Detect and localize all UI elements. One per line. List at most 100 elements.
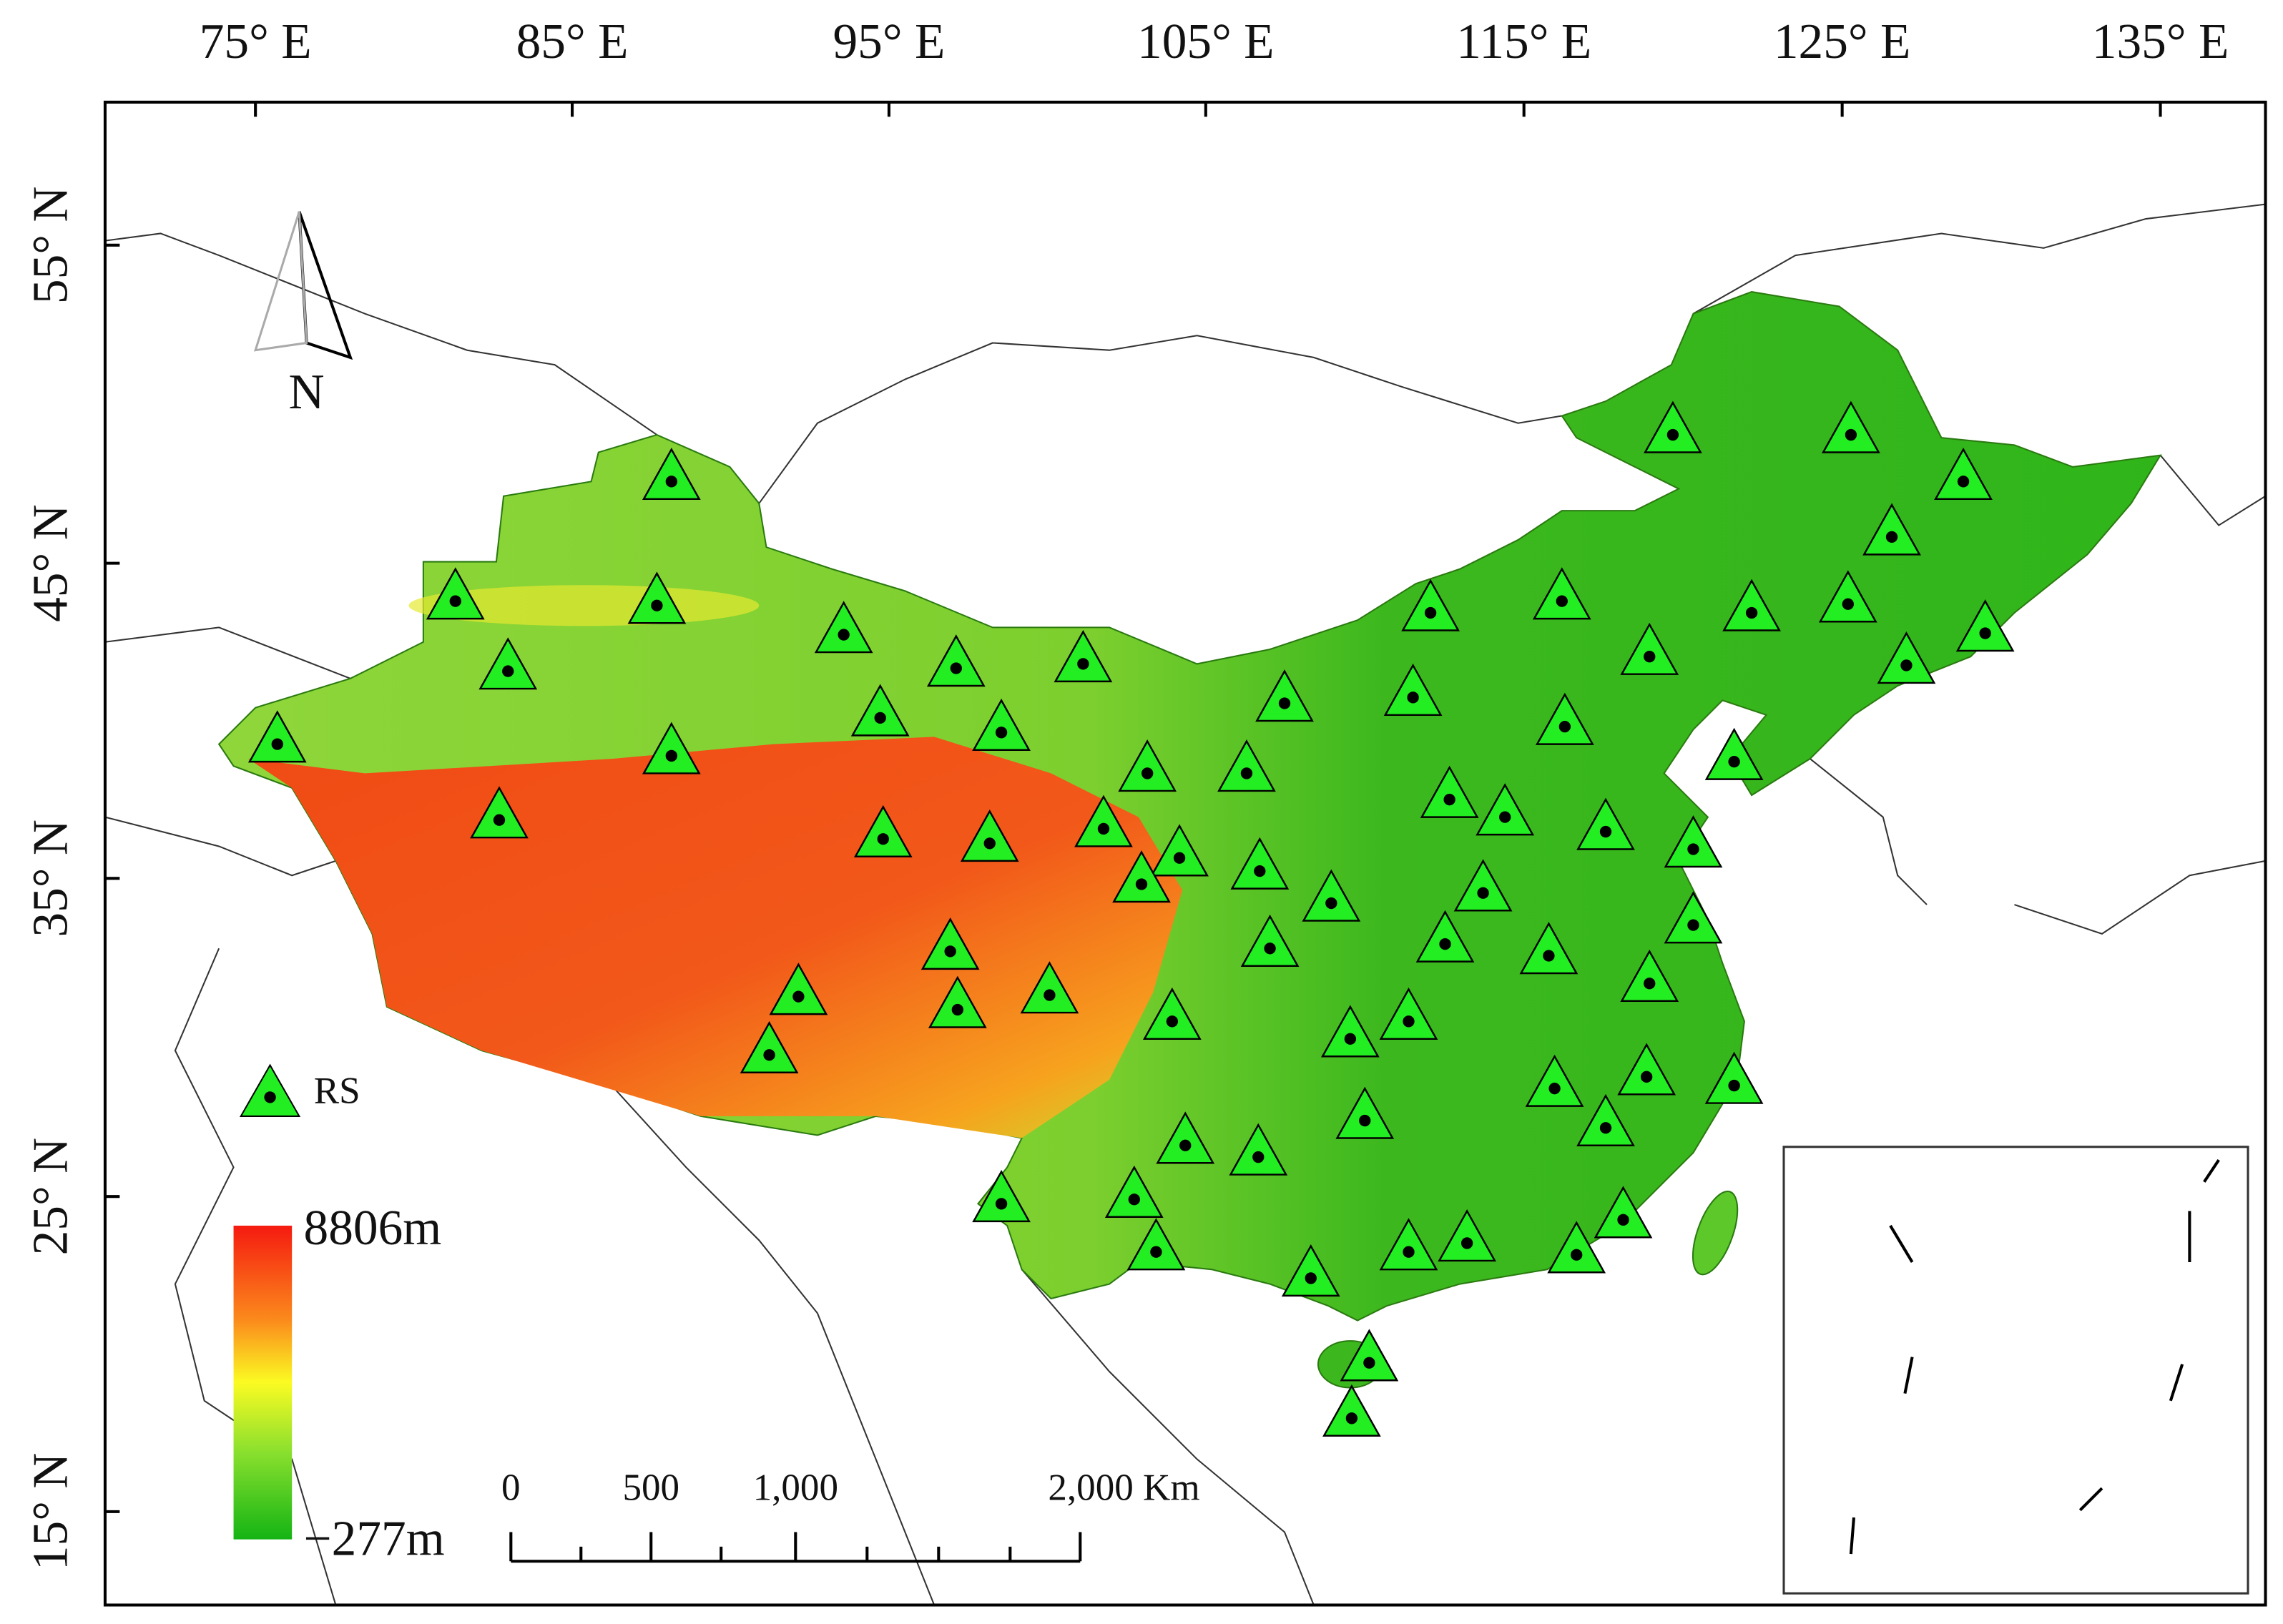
station-dot	[1644, 978, 1656, 990]
stations	[247, 400, 2015, 1437]
station-dot	[651, 599, 663, 611]
station-dot	[1728, 755, 1740, 768]
station	[642, 447, 701, 501]
station	[1862, 503, 1921, 556]
station-dot	[1599, 825, 1612, 838]
station	[1453, 859, 1513, 912]
latitude-label: 35° N	[23, 820, 78, 938]
station	[478, 637, 538, 690]
longitude-label: 95° E	[833, 14, 945, 69]
station	[1576, 1093, 1635, 1146]
inset-islands	[1849, 1159, 2220, 1555]
station	[1217, 739, 1276, 792]
station	[1594, 1186, 1653, 1239]
station-dot	[1617, 1214, 1629, 1226]
station	[1934, 447, 1993, 501]
station-dot	[1424, 606, 1437, 619]
station	[1822, 400, 1880, 453]
station	[1519, 922, 1579, 975]
station	[1074, 794, 1133, 847]
station-dot	[1443, 793, 1455, 806]
station-dot	[1097, 822, 1110, 835]
station-dot	[271, 738, 283, 750]
station	[850, 684, 910, 737]
station	[1230, 837, 1290, 890]
station	[1617, 1043, 1676, 1096]
station-dot	[1957, 476, 1970, 488]
station-dot	[1359, 1114, 1371, 1127]
scale-label: 2,000 Km	[1048, 1467, 1199, 1508]
station	[1156, 1111, 1215, 1164]
station	[1112, 850, 1171, 903]
station	[920, 917, 980, 970]
station-dot	[877, 833, 889, 845]
station	[642, 722, 701, 774]
station	[627, 571, 687, 624]
station	[928, 975, 987, 1028]
station-dot	[1687, 919, 1699, 931]
station-dot	[1439, 938, 1451, 950]
station-dot	[1477, 887, 1489, 899]
station-dot	[1278, 697, 1291, 709]
colorbar-min: −277m	[304, 1512, 445, 1567]
station	[1438, 1209, 1496, 1262]
station	[972, 1169, 1031, 1223]
station-dot	[1240, 767, 1253, 779]
station-dot	[1044, 989, 1056, 1001]
station-dot	[1979, 627, 1991, 639]
station	[426, 567, 485, 620]
station-dot	[995, 727, 1008, 739]
station	[1150, 824, 1209, 877]
colorbar	[233, 1225, 293, 1540]
station-dot	[1745, 606, 1758, 619]
station-dot	[1599, 1122, 1612, 1134]
station	[1620, 622, 1679, 675]
station	[1420, 765, 1479, 818]
station-dot	[1264, 943, 1276, 955]
station-dot	[1135, 878, 1148, 890]
station	[1281, 1244, 1340, 1297]
station	[1620, 949, 1679, 1002]
station	[1302, 869, 1361, 922]
station	[1383, 663, 1443, 717]
station-dot	[1254, 865, 1266, 877]
legend-symbol	[239, 1063, 301, 1117]
station-dot	[1687, 843, 1699, 855]
station-dot	[874, 712, 886, 724]
station	[769, 963, 828, 1015]
station	[1704, 1051, 1764, 1104]
station	[1664, 815, 1723, 868]
station-dot	[1548, 1083, 1561, 1095]
station	[1644, 400, 1702, 453]
station	[1240, 914, 1300, 967]
station	[972, 698, 1031, 752]
station	[1126, 1218, 1186, 1271]
north-label: N	[289, 365, 325, 420]
station	[1255, 669, 1314, 722]
station	[1340, 1329, 1399, 1382]
station	[1320, 1005, 1380, 1058]
station	[1054, 629, 1113, 683]
inset-frame	[1782, 1146, 2249, 1595]
station	[1104, 1165, 1164, 1218]
station-dot	[1640, 1071, 1653, 1083]
station-dot	[1900, 659, 1913, 671]
latitude-label: 15° N	[23, 1453, 78, 1571]
station	[1229, 1123, 1288, 1176]
station-dot	[995, 1198, 1008, 1210]
station-dot	[1571, 1249, 1583, 1261]
legend-symbol-dot	[264, 1091, 276, 1103]
station-dot	[792, 990, 805, 1003]
station-dot	[1403, 1246, 1415, 1258]
station-dot	[1728, 1079, 1740, 1092]
station-dot	[449, 595, 461, 607]
station	[1525, 1054, 1584, 1107]
station-dot	[1077, 658, 1089, 670]
legend-label: RS	[314, 1070, 360, 1111]
station	[1415, 910, 1475, 963]
latitude-label: 45° N	[23, 504, 78, 622]
station-dot	[1252, 1151, 1265, 1163]
station-dot	[983, 837, 996, 850]
station-dot	[944, 945, 956, 958]
